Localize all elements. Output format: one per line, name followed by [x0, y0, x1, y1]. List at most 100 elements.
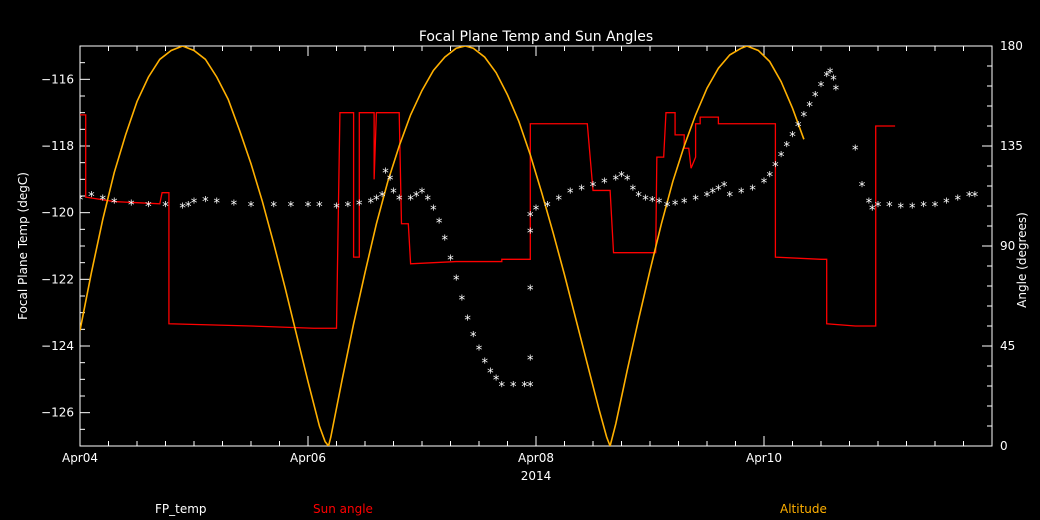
fp-temp-point: *	[618, 170, 625, 185]
fp-temp-point: *	[162, 200, 169, 215]
fp-temp-point: *	[943, 197, 950, 212]
fp-temp-point: *	[396, 193, 403, 208]
fp-temp-point: *	[830, 73, 837, 88]
y-tick-label: −116	[41, 72, 74, 86]
fp-temp-point: *	[390, 187, 397, 202]
fp-temp-point: *	[789, 130, 796, 145]
y-tick-label: −118	[41, 139, 74, 153]
fp-temp-point: *	[271, 200, 278, 215]
fp-temp-point: *	[88, 190, 95, 205]
fp-temp-point: *	[185, 200, 192, 215]
fp-temp-point: *	[886, 200, 893, 215]
fp-temp-point: *	[345, 200, 352, 215]
y2-tick-label: 180	[1000, 39, 1023, 53]
fp-temp-point: *	[642, 193, 649, 208]
x-tick-label: Apr06	[290, 451, 326, 465]
fp-temp-point: *	[447, 253, 454, 268]
fp-temp-point: *	[436, 217, 443, 232]
fp-temp-point: *	[869, 203, 876, 218]
x-axis-label: 2014	[521, 469, 552, 483]
fp-temp-point: *	[231, 198, 238, 213]
fp-temp-point: *	[521, 380, 528, 395]
fp-temp-point: *	[909, 202, 916, 217]
legend-altitude: Altitude	[780, 502, 827, 516]
fp-temp-point: *	[430, 203, 437, 218]
fp-temp-point: *	[613, 173, 620, 188]
fp-temp-point: *	[459, 293, 466, 308]
y-tick-label: −126	[41, 406, 74, 420]
fp-temp-point: *	[692, 193, 699, 208]
y-tick-label: −122	[41, 272, 74, 286]
fp-temp-point: *	[955, 193, 962, 208]
fp-temp-point: *	[635, 190, 642, 205]
fp-temp-point: *	[487, 367, 494, 382]
fp-temp-point: *	[316, 200, 323, 215]
fp-temp-point: *	[681, 197, 688, 212]
fp-temp-point: *	[424, 193, 431, 208]
fp-temp-point: *	[709, 187, 716, 202]
fp-temp-point: *	[966, 190, 973, 205]
fp-temp-point: *	[721, 180, 728, 195]
fp-temp-point: *	[812, 90, 819, 105]
fp-temp-point: *	[191, 197, 198, 212]
fp-temp-point: *	[630, 183, 637, 198]
fp-temp-point: *	[852, 143, 859, 158]
fp-temp-point: *	[288, 200, 295, 215]
fp-temp-point: *	[527, 380, 534, 395]
fp-temp-point: *	[556, 193, 563, 208]
fp-temp-point: *	[567, 187, 574, 202]
fp-temp-point: *	[601, 177, 608, 192]
chart-title: Focal Plane Temp and Sun Angles	[419, 29, 653, 45]
fp-temp-point: *	[499, 380, 506, 395]
fp-temp-point: *	[778, 150, 785, 165]
fp-temp-point: *	[823, 70, 830, 85]
legend-sun-angle: Sun angle	[313, 502, 373, 516]
y2-tick-label: 0	[1000, 439, 1008, 453]
fp-temp-point: *	[476, 343, 483, 358]
fp-temp-point: *	[248, 200, 255, 215]
fp-temp-point: *	[333, 202, 340, 217]
fp-temp-point: *	[305, 200, 312, 215]
fp-temp-point: *	[179, 202, 186, 217]
fp-temp-point: *	[664, 200, 671, 215]
fp-temp-point: *	[382, 167, 389, 182]
fp-temp-point: *	[624, 173, 631, 188]
y2-axis-label: Angle (degrees)	[1015, 212, 1029, 308]
fp-temp-point: *	[202, 195, 209, 210]
fp-temp-point: *	[527, 353, 534, 368]
fp-temp-point: *	[898, 202, 905, 217]
fp-temp-point: *	[100, 193, 107, 208]
fp-temp-point: *	[128, 198, 135, 213]
fp-temp-point: *	[875, 200, 882, 215]
fp-temp-point: *	[510, 380, 517, 395]
fp-temp-point: *	[827, 67, 834, 82]
fp-temp-point: *	[738, 187, 745, 202]
fp-temp-point: *	[413, 190, 420, 205]
fp-temp-point: *	[704, 190, 711, 205]
fp-temp-point: *	[784, 140, 791, 155]
fp-temp-point: *	[772, 160, 779, 175]
fp-temp-point: *	[464, 313, 471, 328]
fp-temp-point: *	[833, 83, 840, 98]
fp-temp-point: *	[590, 180, 597, 195]
fp-temp-point: *	[387, 173, 394, 188]
fp-temp-point: *	[379, 190, 386, 205]
y2-tick-label: 135	[1000, 139, 1023, 153]
fp-temp-point: *	[111, 197, 118, 212]
fp-temp-point: *	[527, 210, 534, 225]
fp-temp-point: *	[656, 197, 663, 212]
fp-temp-point: *	[766, 170, 773, 185]
fp-temp-point: *	[214, 197, 221, 212]
fp-temp-point: *	[419, 187, 426, 202]
fp-temp-point: *	[544, 200, 551, 215]
fp-temp-point: *	[407, 193, 414, 208]
fp-temp-point: *	[367, 197, 374, 212]
fp-temp-point: *	[649, 195, 656, 210]
fp-temp-point: *	[578, 183, 585, 198]
fp-temp-point: *	[493, 373, 500, 388]
fp-temp-point: *	[801, 110, 808, 125]
fp-temp-point: *	[859, 180, 866, 195]
legend-fp-temp: FP_temp	[155, 502, 207, 516]
fp-temp-point: *	[481, 357, 488, 372]
